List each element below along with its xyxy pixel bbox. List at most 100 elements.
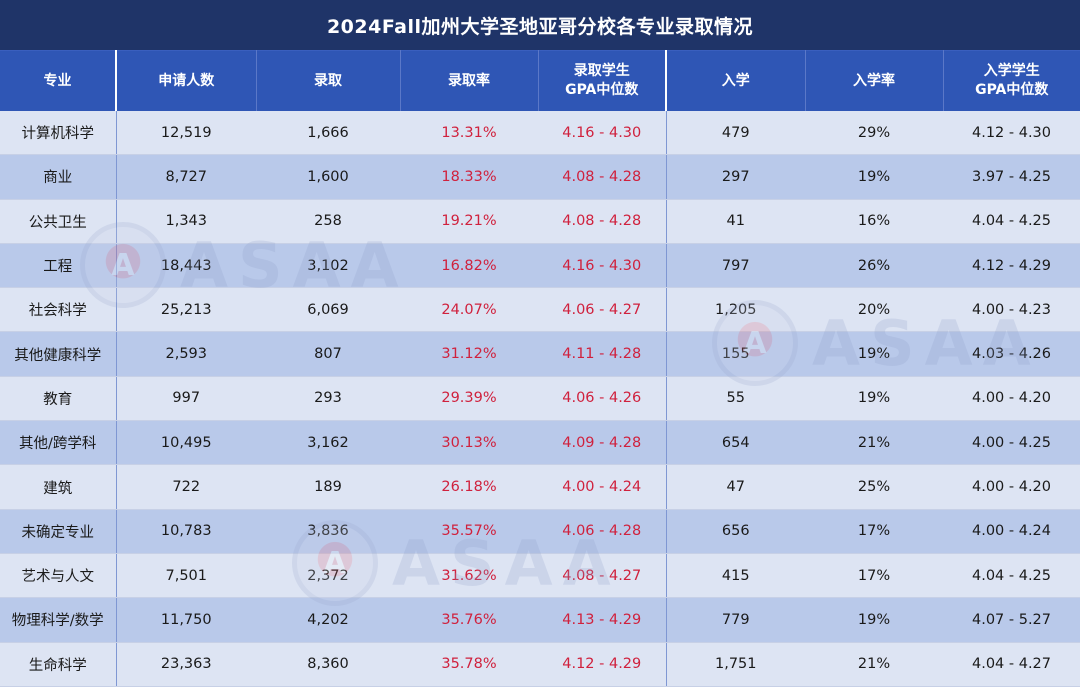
cell-enroll-rate: 29% (805, 111, 943, 155)
header-admit-gpa-line2: GPA中位数 (539, 81, 666, 100)
header-admit-rate: 录取率 (400, 51, 538, 112)
cell-admit-rate: 30.13% (400, 421, 538, 465)
cell-admit-rate: 35.57% (400, 509, 538, 553)
cell-major: 其他健康科学 (0, 332, 116, 376)
cell-admitted: 189 (256, 465, 400, 509)
cell-admitted: 1,666 (256, 111, 400, 155)
cell-admit-rate: 31.62% (400, 553, 538, 597)
cell-enrolled: 41 (666, 199, 805, 243)
cell-enroll-gpa: 4.00 - 4.20 (943, 376, 1080, 420)
cell-enrolled: 779 (666, 598, 805, 642)
cell-admitted: 3,102 (256, 243, 400, 287)
cell-admit-gpa: 4.06 - 4.28 (538, 509, 666, 553)
cell-admit-gpa: 4.08 - 4.28 (538, 199, 666, 243)
cell-major: 艺术与人文 (0, 553, 116, 597)
cell-admit-rate: 24.07% (400, 288, 538, 332)
cell-applicants: 2,593 (116, 332, 256, 376)
cell-enrolled: 47 (666, 465, 805, 509)
cell-admit-gpa: 4.16 - 4.30 (538, 243, 666, 287)
cell-major: 其他/跨学科 (0, 421, 116, 465)
cell-major: 未确定专业 (0, 509, 116, 553)
cell-enroll-rate: 19% (805, 155, 943, 199)
cell-admit-rate: 29.39% (400, 376, 538, 420)
cell-enrolled: 656 (666, 509, 805, 553)
cell-enrolled: 797 (666, 243, 805, 287)
cell-enrolled: 479 (666, 111, 805, 155)
cell-applicants: 25,213 (116, 288, 256, 332)
cell-enroll-gpa: 4.12 - 4.30 (943, 111, 1080, 155)
cell-applicants: 11,750 (116, 598, 256, 642)
cell-admit-gpa: 4.09 - 4.28 (538, 421, 666, 465)
cell-enroll-gpa: 4.12 - 4.29 (943, 243, 1080, 287)
cell-enrolled: 1,205 (666, 288, 805, 332)
cell-admit-rate: 13.31% (400, 111, 538, 155)
cell-admit-gpa: 4.11 - 4.28 (538, 332, 666, 376)
header-admitted: 录取 (256, 51, 400, 112)
cell-applicants: 1,343 (116, 199, 256, 243)
cell-major: 建筑 (0, 465, 116, 509)
header-admit-gpa-line1: 录取学生 (539, 62, 666, 81)
cell-admitted: 293 (256, 376, 400, 420)
cell-applicants: 7,501 (116, 553, 256, 597)
cell-enroll-rate: 25% (805, 465, 943, 509)
cell-enroll-gpa: 4.00 - 4.20 (943, 465, 1080, 509)
cell-admit-gpa: 4.06 - 4.27 (538, 288, 666, 332)
cell-admitted: 807 (256, 332, 400, 376)
cell-applicants: 722 (116, 465, 256, 509)
cell-applicants: 12,519 (116, 111, 256, 155)
cell-enroll-rate: 19% (805, 598, 943, 642)
cell-admitted: 6,069 (256, 288, 400, 332)
cell-enroll-rate: 20% (805, 288, 943, 332)
cell-admitted: 258 (256, 199, 400, 243)
cell-admit-rate: 18.33% (400, 155, 538, 199)
cell-major: 物理科学/数学 (0, 598, 116, 642)
header-enroll-gpa-line2: GPA中位数 (944, 81, 1080, 100)
cell-admit-gpa: 4.08 - 4.28 (538, 155, 666, 199)
cell-enrolled: 297 (666, 155, 805, 199)
page-title: 2024Fall加州大学圣地亚哥分校各专业录取情况 (0, 0, 1080, 50)
cell-enroll-gpa: 4.04 - 4.25 (943, 553, 1080, 597)
cell-major: 社会科学 (0, 288, 116, 332)
header-applicants: 申请人数 (116, 51, 256, 112)
header-enroll-gpa-line1: 入学学生 (944, 62, 1080, 81)
cell-admitted: 2,372 (256, 553, 400, 597)
cell-admit-gpa: 4.13 - 4.29 (538, 598, 666, 642)
cell-admitted: 3,836 (256, 509, 400, 553)
admission-table: 专业 申请人数 录取 录取率 录取学生 GPA中位数 入学 入学率 入学学生 G… (0, 50, 1080, 687)
cell-major: 商业 (0, 155, 116, 199)
cell-admit-rate: 31.12% (400, 332, 538, 376)
cell-admit-rate: 26.18% (400, 465, 538, 509)
cell-applicants: 10,495 (116, 421, 256, 465)
cell-enroll-gpa: 4.00 - 4.23 (943, 288, 1080, 332)
cell-major: 公共卫生 (0, 199, 116, 243)
cell-enroll-gpa: 4.04 - 4.25 (943, 199, 1080, 243)
cell-enrolled: 155 (666, 332, 805, 376)
cell-admit-gpa: 4.06 - 4.26 (538, 376, 666, 420)
cell-applicants: 8,727 (116, 155, 256, 199)
cell-enroll-gpa: 4.00 - 4.25 (943, 421, 1080, 465)
header-admit-gpa: 录取学生 GPA中位数 (538, 51, 666, 112)
cell-enrolled: 654 (666, 421, 805, 465)
cell-enroll-gpa: 4.07 - 5.27 (943, 598, 1080, 642)
cell-enroll-gpa: 4.00 - 4.24 (943, 509, 1080, 553)
header-enroll-gpa: 入学学生 GPA中位数 (943, 51, 1080, 112)
cell-admit-rate: 16.82% (400, 243, 538, 287)
cell-applicants: 10,783 (116, 509, 256, 553)
cell-enroll-rate: 19% (805, 376, 943, 420)
cell-applicants: 997 (116, 376, 256, 420)
cell-admit-rate: 19.21% (400, 199, 538, 243)
